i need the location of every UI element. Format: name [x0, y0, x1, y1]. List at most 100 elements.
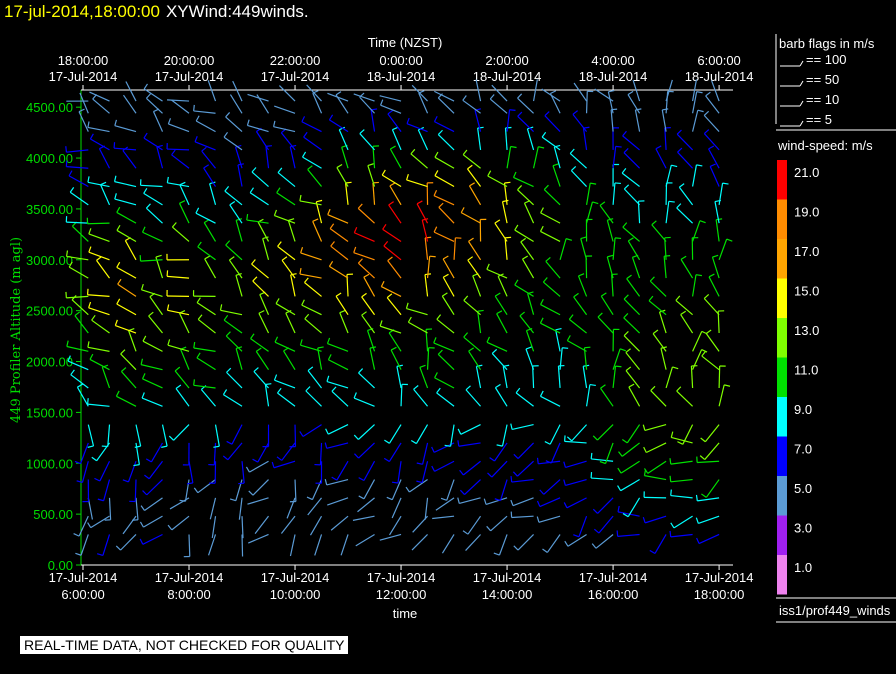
wind-barb-flag: [275, 298, 280, 304]
wind-barb-flag: [618, 451, 623, 457]
wind-barb-flag: [494, 292, 501, 297]
wind-barb: [200, 389, 216, 407]
wind-barb: [526, 128, 535, 151]
wind-barb-flag: [197, 241, 202, 248]
wind-barb-flag: [262, 236, 269, 240]
wind-barb: [249, 460, 269, 473]
wind-barb-flag: [515, 387, 521, 394]
wind-barb: [259, 294, 270, 315]
wind-barb: [511, 478, 534, 483]
wind-barb: [468, 185, 482, 206]
wind-barb-flag: [536, 457, 539, 464]
wind-barb-flag: [701, 349, 708, 353]
wind-barb-flag: [87, 398, 89, 405]
wind-barb-flag: [635, 108, 642, 111]
wind-barb: [70, 374, 89, 389]
wind-barb: [289, 534, 296, 557]
wind-barb-flag: [615, 145, 622, 148]
x-tick-time: 16:00:00: [588, 587, 639, 602]
wind-barb-flag: [489, 94, 495, 100]
wind-barb: [207, 534, 217, 556]
wind-barb: [391, 479, 402, 500]
wind-barb-flag: [382, 224, 387, 230]
wind-barb-flag: [434, 170, 439, 176]
wind-barb: [419, 367, 429, 389]
wind-barb: [514, 284, 534, 297]
wind-barb: [474, 110, 482, 132]
wind-barb-flag: [413, 385, 419, 390]
wind-barb: [631, 257, 641, 279]
y-axis-label: 449 Profiler Altitude (m agl): [9, 237, 24, 423]
wind-barb: [433, 342, 455, 352]
wind-barb: [382, 228, 402, 242]
wind-barb: [363, 479, 376, 500]
wind-barb: [676, 133, 694, 151]
wind-barb-flag: [235, 144, 242, 148]
wind-barb: [361, 314, 376, 334]
wind-barb: [143, 192, 163, 206]
wind-barb: [251, 171, 269, 187]
wind-barb-flag: [140, 358, 144, 365]
wind-barb: [370, 109, 376, 132]
wind-barb: [718, 238, 728, 260]
wind-barb-flag: [697, 109, 704, 113]
wind-barb-flag: [573, 292, 579, 298]
wind-barb: [173, 424, 190, 441]
wind-barb: [197, 479, 216, 494]
wind-barb: [565, 478, 587, 487]
wind-barb: [568, 318, 587, 334]
wind-barb-flag: [463, 332, 469, 338]
wind-barb-flag: [489, 457, 495, 462]
wind-barb-flag: [324, 442, 328, 449]
wind-barb-flag: [195, 115, 200, 122]
wind-barb: [463, 336, 481, 352]
header-date: 17-jul-2014,18:00:00: [4, 2, 160, 21]
wind-barb: [167, 344, 190, 352]
wind-barb-flag: [564, 540, 569, 547]
wind-barb-flag: [276, 187, 281, 194]
wind-barb-flag: [566, 436, 573, 442]
wind-barb: [545, 260, 561, 279]
wind-barb: [552, 165, 561, 187]
wind-barb: [513, 176, 534, 188]
wind-barb: [142, 378, 163, 389]
y-tick-label: 4000.00: [26, 151, 73, 166]
wind-barb: [425, 329, 429, 352]
wind-barb-flag: [229, 256, 235, 261]
wind-barb: [280, 515, 296, 534]
wind-barb-flag: [436, 314, 442, 320]
wind-barb: [532, 146, 539, 169]
wind-barb-flag: [381, 169, 386, 176]
wind-barb-flag: [251, 167, 257, 173]
wind-barb-flag: [592, 435, 598, 441]
wind-barb-flag: [622, 222, 628, 228]
wind-barb-flag: [277, 387, 282, 394]
wind-barb: [441, 534, 455, 554]
wind-barb: [511, 424, 534, 431]
wind-barb: [540, 322, 561, 334]
wind-barb: [540, 212, 561, 224]
wind-barb-flag: [597, 312, 603, 318]
wind-barb-flag: [619, 348, 627, 352]
wind-barb: [281, 442, 296, 461]
wind-barb: [252, 479, 269, 496]
wind-barb: [241, 461, 245, 484]
wind-barb-flag: [544, 441, 551, 445]
colorbar-swatch: [777, 515, 787, 555]
wind-barb: [517, 115, 534, 133]
wind-barb: [116, 266, 137, 279]
wind-barb: [607, 91, 614, 114]
wind-barb-flag: [419, 364, 426, 368]
wind-barb-flag: [438, 202, 444, 208]
wind-barb-flag: [437, 349, 443, 355]
wind-barb-flag: [69, 187, 75, 193]
wind-barb: [612, 182, 616, 205]
wind-barb: [517, 460, 534, 477]
wind-barb: [647, 460, 667, 474]
wind-barb: [174, 370, 190, 389]
plot-header: 17-jul-2014,18:00:00 XYWind:449winds.: [4, 2, 309, 22]
wind-barb-flag: [726, 238, 733, 242]
wind-barb-flag: [272, 120, 276, 127]
wind-barb-flag: [386, 293, 393, 299]
wind-barb: [229, 204, 243, 224]
